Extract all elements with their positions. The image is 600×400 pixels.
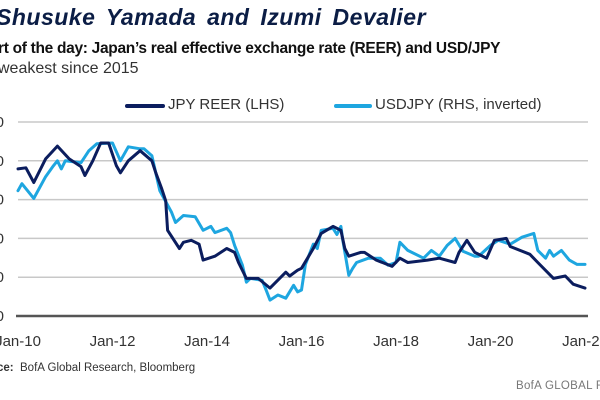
y-tick-label: 0: [0, 269, 4, 286]
series-line-jpy-reer: [16, 141, 587, 290]
chart-title: rt of the day: Japan’s real effective ex…: [0, 40, 501, 57]
legend-label-reer: JPY REER (LHS): [168, 96, 285, 113]
x-tick-label: Jan-22: [562, 333, 600, 350]
source-text: BofA Global Research, Bloomberg: [20, 362, 196, 374]
x-tick-label: Jan-10: [0, 333, 41, 350]
footer-brand: BofA GLOBAL RES: [516, 380, 600, 392]
legend-label-usdjpy: USDJPY (RHS, inverted): [375, 96, 542, 113]
legend-swatch-usdjpy: [334, 104, 372, 108]
y-tick-label: 0: [0, 230, 4, 247]
x-tick-label: Jan-16: [279, 333, 325, 350]
y-tick-label: 0: [0, 153, 4, 170]
source-note: ce: BofA Global Research, Bloomberg: [0, 362, 195, 374]
x-tick-label: Jan-20: [468, 333, 514, 350]
x-tick-label: Jan-12: [90, 333, 136, 350]
x-tick-label: Jan-18: [373, 333, 419, 350]
chart-subtitle: weakest since 2015: [0, 60, 139, 77]
y-tick-label: 0: [0, 114, 4, 131]
x-tick-label: Jan-14: [184, 333, 230, 350]
y-tick-label: 0: [0, 192, 4, 209]
author-line: Shusuke Yamada and Izumi Devalier: [0, 4, 427, 30]
legend-swatch-reer: [125, 104, 165, 108]
source-prefix: ce:: [0, 362, 14, 374]
y-tick-label: 0: [0, 308, 4, 325]
